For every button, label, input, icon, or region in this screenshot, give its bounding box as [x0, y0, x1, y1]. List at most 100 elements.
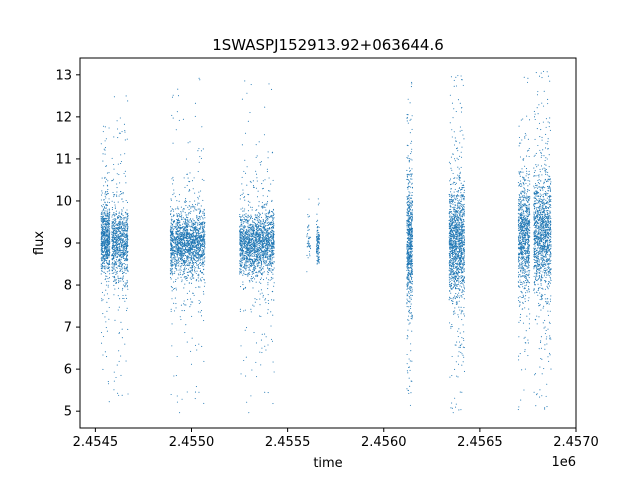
data-point	[202, 259, 204, 261]
data-point	[270, 325, 272, 327]
data-point	[124, 269, 126, 271]
data-point	[273, 267, 275, 269]
data-point	[115, 267, 117, 269]
data-point	[189, 270, 192, 272]
data-point	[259, 304, 261, 306]
data-point	[198, 202, 200, 204]
data-point	[170, 231, 172, 233]
data-point	[105, 238, 107, 240]
data-point	[273, 250, 275, 252]
data-point	[265, 252, 267, 254]
data-point	[114, 238, 116, 240]
data-point	[261, 333, 263, 335]
data-point	[198, 302, 200, 304]
data-point	[273, 246, 275, 248]
data-point	[102, 215, 104, 217]
data-point	[102, 232, 104, 234]
data-point	[126, 236, 128, 238]
data-point	[266, 235, 268, 237]
data-point	[186, 184, 188, 186]
data-point	[127, 270, 129, 273]
data-point	[196, 209, 198, 211]
data-point	[246, 239, 248, 241]
data-point	[125, 360, 127, 362]
data-point	[201, 178, 203, 180]
data-point	[103, 237, 105, 239]
data-point	[117, 252, 119, 254]
data-point	[199, 264, 202, 267]
data-point	[102, 225, 104, 227]
data-point	[202, 231, 204, 233]
data-point	[178, 214, 180, 217]
data-point	[121, 279, 123, 281]
data-point	[203, 250, 205, 252]
data-point	[273, 241, 275, 243]
data-point	[112, 214, 115, 216]
data-point	[170, 265, 172, 267]
data-point	[119, 298, 121, 300]
data-point	[190, 239, 192, 241]
data-point	[103, 199, 105, 201]
data-point	[194, 200, 196, 202]
data-point	[119, 252, 121, 254]
data-point	[189, 212, 191, 214]
data-point	[186, 280, 188, 282]
data-point	[259, 228, 261, 230]
data-point	[171, 219, 173, 221]
data-point	[123, 254, 125, 257]
data-point	[178, 194, 180, 196]
data-point	[173, 264, 175, 266]
data-point	[193, 220, 195, 222]
data-point	[198, 273, 200, 275]
data-point	[247, 238, 249, 240]
data-point	[264, 236, 266, 238]
data-point	[260, 161, 262, 163]
data-point	[203, 225, 205, 227]
data-point	[106, 178, 108, 180]
data-point	[106, 255, 108, 258]
data-point	[173, 281, 175, 283]
data-point	[102, 245, 104, 247]
data-point	[116, 224, 118, 226]
data-point	[203, 232, 205, 234]
data-point	[183, 226, 185, 228]
data-point	[182, 228, 184, 230]
data-point	[173, 253, 175, 255]
data-point	[100, 252, 102, 254]
data-point	[106, 211, 108, 213]
data-point	[122, 253, 124, 255]
data-point	[103, 220, 106, 222]
data-point	[101, 206, 103, 208]
data-point	[270, 241, 272, 243]
data-point	[176, 235, 178, 237]
data-point	[258, 225, 260, 227]
data-point	[179, 220, 181, 222]
data-point	[257, 231, 259, 233]
data-point	[241, 238, 243, 240]
data-point	[189, 221, 191, 223]
data-point	[106, 205, 108, 207]
data-point	[109, 252, 111, 254]
data-point	[191, 224, 193, 226]
data-point	[118, 239, 120, 241]
data-point	[262, 259, 264, 261]
data-point	[196, 216, 198, 218]
data-point	[187, 232, 189, 234]
data-point	[199, 257, 201, 259]
data-point	[121, 337, 123, 339]
data-point	[120, 251, 122, 254]
data-point	[253, 186, 255, 188]
data-point	[109, 231, 111, 233]
data-point	[203, 235, 205, 237]
data-point	[126, 138, 128, 140]
data-point	[201, 253, 203, 255]
data-point	[197, 260, 199, 262]
data-point	[108, 244, 110, 246]
data-point	[107, 222, 109, 224]
data-point	[187, 250, 189, 252]
data-point	[241, 243, 243, 245]
data-point	[114, 204, 116, 206]
data-point	[191, 247, 193, 249]
data-point	[253, 258, 255, 260]
data-point	[185, 324, 187, 326]
